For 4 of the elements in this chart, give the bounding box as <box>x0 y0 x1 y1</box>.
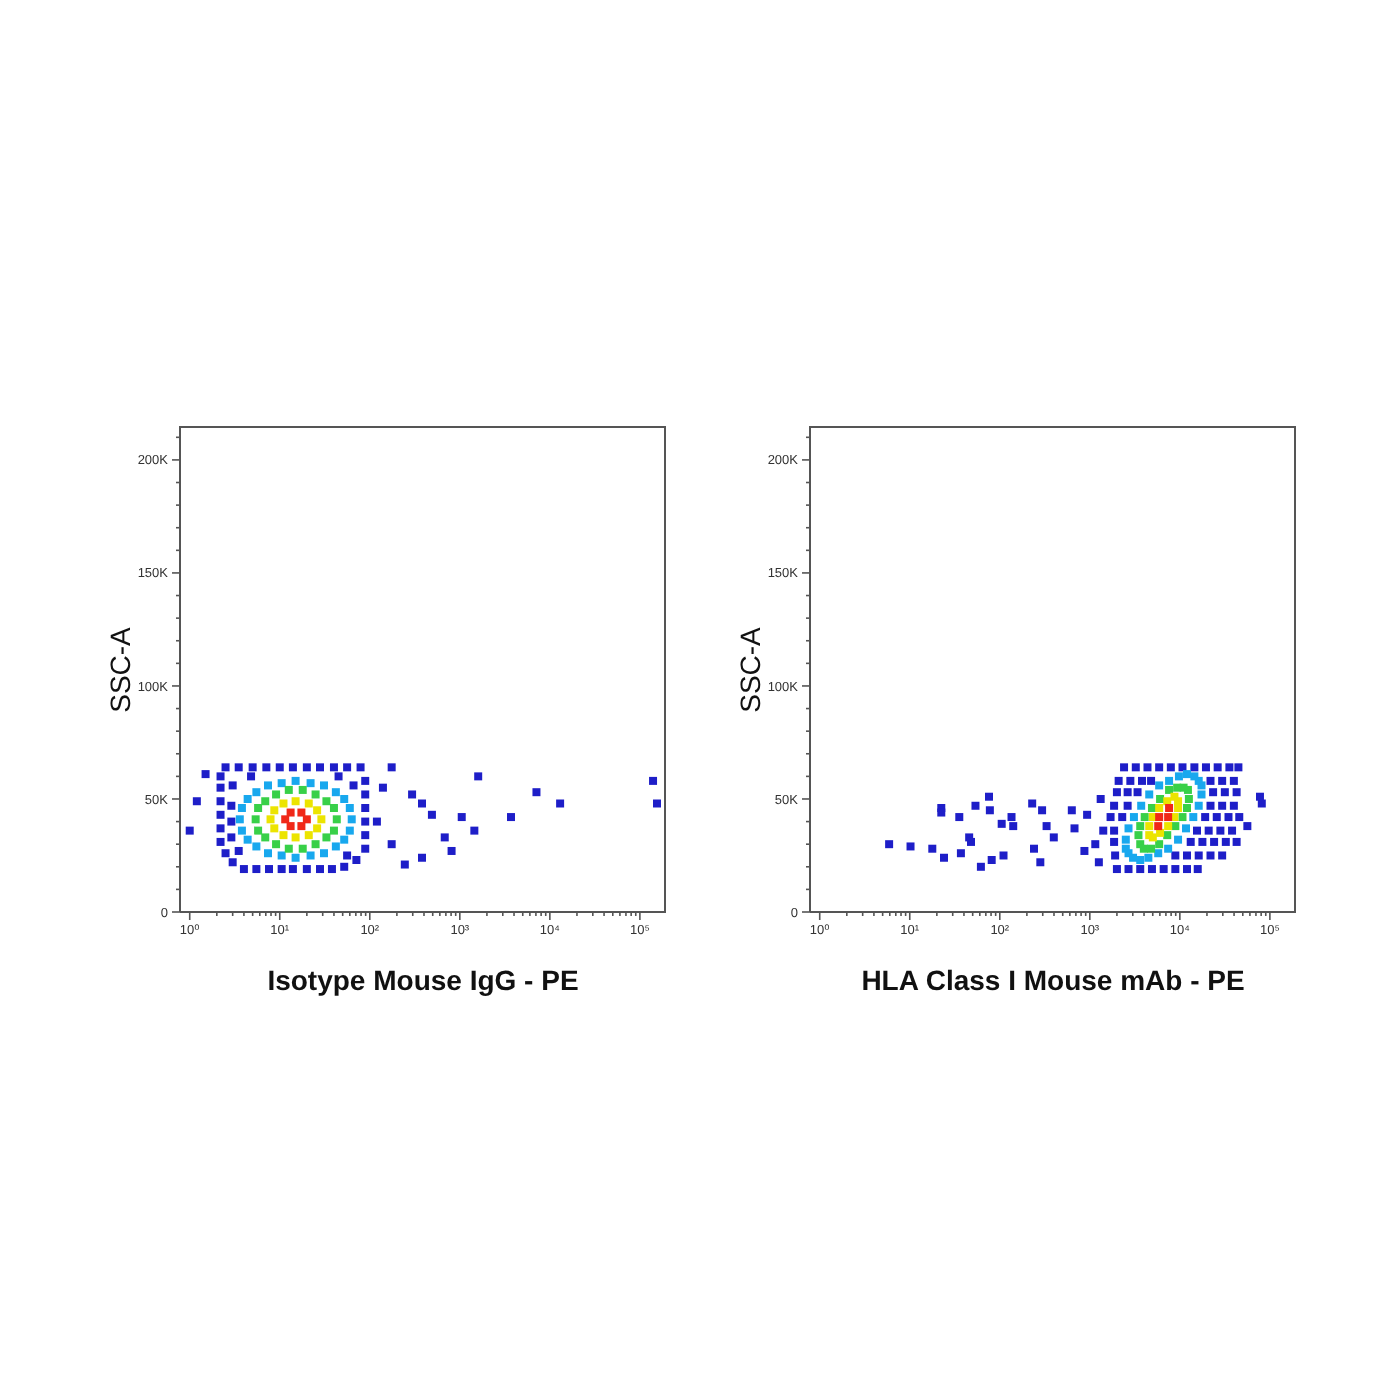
x-axis-title: HLA Class I Mouse mAb - PE <box>861 964 1245 996</box>
y-axis-title: SSC-A <box>104 626 136 712</box>
x-axis-title: Isotype Mouse IgG - PE <box>267 964 579 996</box>
y-axis-title: SSC-A <box>734 626 766 712</box>
